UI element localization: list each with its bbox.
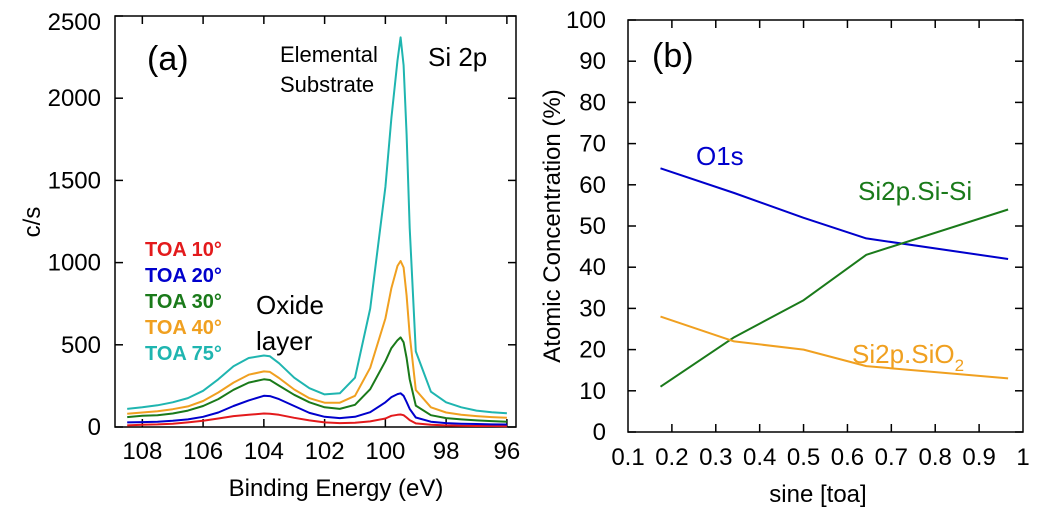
panel-b-x-tick-label: 0.8 xyxy=(919,444,952,471)
oxide-annotation-line1: Oxide xyxy=(256,290,324,320)
panel-b-y-tick-label: 10 xyxy=(579,378,606,405)
legend-entry-toa-40: TOA 40° xyxy=(145,317,222,339)
substrate-annotation-line1: Elemental xyxy=(280,42,378,67)
panel-a-plot-frame xyxy=(114,15,517,428)
oxide-annotation-line2: layer xyxy=(256,326,313,356)
panel-a-curves xyxy=(127,36,507,428)
panel-b-y-tick-label: 90 xyxy=(579,48,606,75)
panel-b-curves xyxy=(659,167,1009,388)
panel-a-x-tick-label: 100 xyxy=(365,438,405,465)
legend-entry-toa-30: TOA 30° xyxy=(145,291,222,313)
spectrum-line-toa-75 xyxy=(127,36,507,415)
panel-a-x-tick-label: 104 xyxy=(244,438,284,465)
panel-b-x-tick-label: 0.6 xyxy=(831,444,864,471)
panel-b-y-tick-label: 80 xyxy=(579,89,606,116)
panel-b-y-tick-label: 50 xyxy=(579,213,606,240)
panel-a-x-tick-label: 98 xyxy=(433,438,460,465)
panel-a-xps-spectra: 108 106 104 102 100 98 9605001000150020002500 … xyxy=(19,9,520,502)
concentration-line-o1s xyxy=(660,167,1009,260)
si-si-series-label: Si2p.Si-Si xyxy=(858,176,972,206)
panel-a-y-tick-label: 2000 xyxy=(48,85,101,112)
panel-a-x-axis-title: Binding Energy (eV) xyxy=(229,475,444,502)
panel-b-y-tick-label: 100 xyxy=(566,7,606,34)
panel-a-y-tick-label: 0 xyxy=(88,414,101,441)
spectrum-line-toa-10 xyxy=(127,412,507,428)
panel-a-legend: TOA 10° TOA 20° TOA 30° TOA 40° TOA 75° xyxy=(145,239,222,365)
panel-a-x-tick-label: 102 xyxy=(305,438,345,465)
concentration-line-si2p-si-si xyxy=(659,208,1009,388)
panel-a-y-tick-label: 2500 xyxy=(48,9,101,36)
panel-b-y-tick-label: 70 xyxy=(579,131,606,158)
panel-b-y-tick-label: 30 xyxy=(579,295,606,322)
sio2-series-label: Si2p.SiO2 xyxy=(852,339,964,375)
panel-a-y-tick-label: 1500 xyxy=(48,167,101,194)
panel-a-ticks: 108 106 104 102 100 98 96 0 500 1000 1500 2000 2500 xyxy=(48,9,521,465)
panel-a-y-tick-label: 500 xyxy=(61,332,101,359)
legend-entry-toa-10: TOA 10° xyxy=(145,239,222,261)
panel-a-y-tick-label: 1000 xyxy=(48,250,101,277)
panel-b-x-tick-label: 0.3 xyxy=(699,444,732,471)
panel-b-x-tick-label: 1 xyxy=(1016,444,1029,471)
panel-b-y-tick-label: 60 xyxy=(579,172,606,199)
panel-a-x-tick-label: 106 xyxy=(183,438,223,465)
spectrum-line-toa-40 xyxy=(127,260,507,419)
panel-b-y-axis-title: Atomic Concentration (%) xyxy=(539,89,566,362)
panel-b-x-tick-label: 0.7 xyxy=(875,444,908,471)
panel-a-x-tick-label: 96 xyxy=(494,438,521,465)
concentration-line-si2p-sio2 xyxy=(660,315,1009,380)
panel-b-x-tick-label: 0.1 xyxy=(611,444,644,471)
panel-b-y-tick-label: 20 xyxy=(579,337,606,364)
panel-b-atomic-concentration: 0.1 0.2 0.3 0.4 0.5 0.6 0.7 0.8 0.9 1010203040506… xyxy=(539,7,1030,508)
substrate-annotation-line2: Substrate xyxy=(280,72,374,97)
panel-b-y-tick-label: 40 xyxy=(579,254,606,281)
panel-b-x-tick-label: 0.5 xyxy=(787,444,820,471)
panel-b-x-tick-label: 0.2 xyxy=(655,444,688,471)
panel-b-ticks: 0.1 0.2 0.3 0.4 0.5 0.6 0.7 0.8 0.9 1010203040506… xyxy=(566,7,1030,471)
panel-a-label: (a) xyxy=(147,40,189,78)
panel-a-x-tick-label: 108 xyxy=(122,438,162,465)
panel-b-label: (b) xyxy=(652,37,694,75)
o1s-series-label: O1s xyxy=(696,141,744,171)
spectrum-line-toa-30 xyxy=(127,336,507,423)
panel-b-x-tick-label: 0.4 xyxy=(743,444,776,471)
panel-a-y-axis-title: c/s xyxy=(19,207,46,238)
panel-b-x-tick-label: 0.9 xyxy=(962,444,995,471)
panel-a-title: Si 2p xyxy=(428,42,487,72)
panel-b-x-axis-title: sine [toa] xyxy=(769,481,866,508)
panel-b-y-tick-label: 0 xyxy=(593,419,606,446)
legend-entry-toa-20: TOA 20° xyxy=(145,265,222,287)
spectrum-line-toa-20 xyxy=(127,392,507,426)
legend-entry-toa-75: TOA 75° xyxy=(145,343,222,365)
